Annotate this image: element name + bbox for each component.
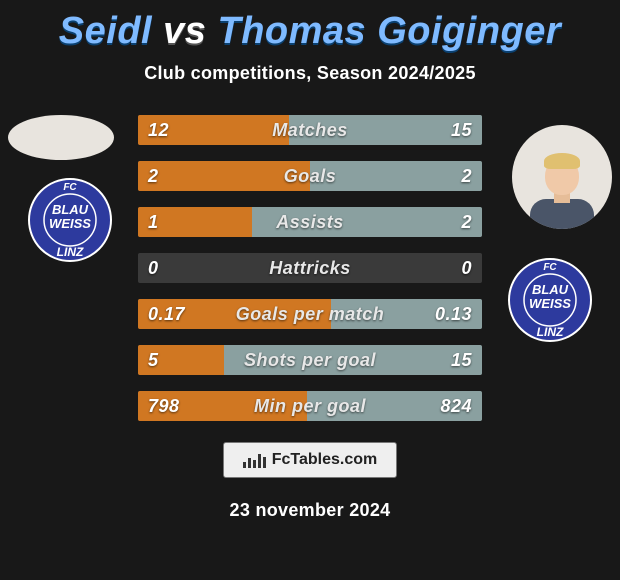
stat-label: Min per goal <box>138 391 482 421</box>
fctables-watermark: FcTables.com <box>223 442 397 478</box>
player2-name: Thomas Goiginger <box>218 10 562 52</box>
svg-text:LINZ: LINZ <box>57 245 84 259</box>
svg-text:BLAU: BLAU <box>532 282 569 297</box>
comparison-date: 23 november 2024 <box>0 500 620 521</box>
stat-value-right: 2 <box>461 161 472 191</box>
svg-text:LINZ: LINZ <box>537 325 564 339</box>
stat-row: 798 Min per goal 824 <box>138 391 482 421</box>
stat-label: Goals <box>138 161 482 191</box>
svg-text:FC: FC <box>543 262 557 273</box>
season-subtitle: Club competitions, Season 2024/2025 <box>0 63 620 84</box>
stat-value-right: 15 <box>451 345 472 375</box>
vs-label: vs <box>163 10 206 52</box>
stat-row: 2 Goals 2 <box>138 161 482 191</box>
stat-row: 1 Assists 2 <box>138 207 482 237</box>
bars-icon <box>243 452 266 468</box>
fctables-label: FcTables.com <box>272 451 378 469</box>
stat-value-right: 824 <box>440 391 472 421</box>
comparison-title: Seidl vs Thomas Goiginger <box>0 0 620 53</box>
svg-text:WEISS: WEISS <box>49 216 91 231</box>
player1-club-badge: FC BLAU WEISS LINZ <box>28 178 112 262</box>
stat-row: 0 Hattricks 0 <box>138 253 482 283</box>
svg-text:FC: FC <box>63 182 77 193</box>
player2-club-badge: FC BLAU WEISS LINZ <box>508 258 592 342</box>
stat-row: 5 Shots per goal 15 <box>138 345 482 375</box>
stat-row: 12 Matches 15 <box>138 115 482 145</box>
stat-value-right: 0 <box>461 253 472 283</box>
player1-avatar <box>8 115 114 160</box>
stat-label: Shots per goal <box>138 345 482 375</box>
stat-label: Goals per match <box>138 299 482 329</box>
stat-value-right: 2 <box>461 207 472 237</box>
stat-value-right: 15 <box>451 115 472 145</box>
stats-chart: 12 Matches 15 2 Goals 2 1 Assists 2 0 Ha… <box>138 115 482 437</box>
stat-label: Matches <box>138 115 482 145</box>
stat-value-right: 0.13 <box>435 299 472 329</box>
player2-silhouette <box>527 149 597 229</box>
svg-text:WEISS: WEISS <box>529 296 571 311</box>
player2-avatar <box>512 125 612 229</box>
svg-text:BLAU: BLAU <box>52 202 89 217</box>
player1-name: Seidl <box>59 10 152 52</box>
stat-row: 0.17 Goals per match 0.13 <box>138 299 482 329</box>
stat-label: Hattricks <box>138 253 482 283</box>
stat-label: Assists <box>138 207 482 237</box>
